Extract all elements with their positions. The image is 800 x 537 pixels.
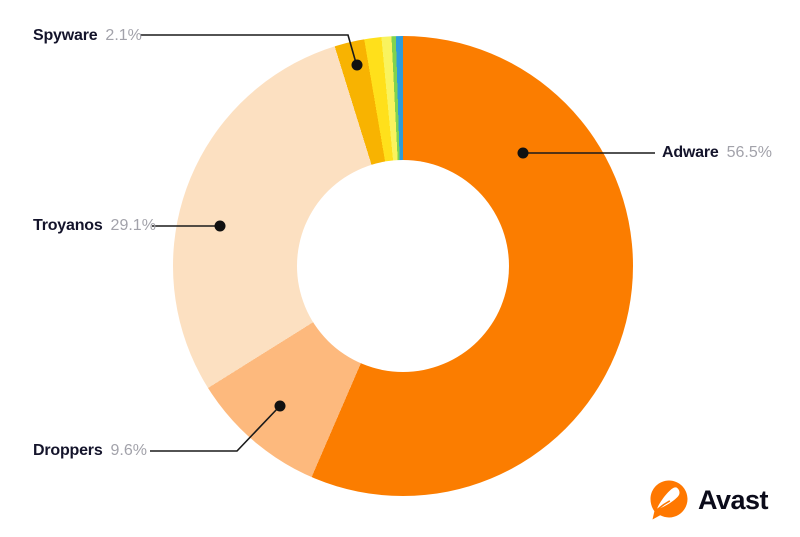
label-spyware-value: 2.1% (105, 27, 142, 44)
avast-logo-icon (650, 480, 688, 520)
donut-chart (173, 36, 633, 496)
label-troyanos-name: Troyanos (33, 217, 103, 234)
label-adware-value: 56.5% (726, 144, 772, 161)
label-droppers-value: 9.6% (110, 442, 147, 459)
label-troyanos-value: 29.1% (110, 217, 156, 234)
donut-hole (297, 160, 509, 372)
avast-logo-text: Avast (698, 484, 769, 515)
label-troyanos: Troyanos 29.1% (33, 217, 156, 235)
label-adware: Adware 56.5% (662, 144, 772, 162)
label-droppers-name: Droppers (33, 442, 103, 459)
label-spyware: Spyware 2.1% (33, 27, 142, 45)
label-spyware-name: Spyware (33, 27, 98, 44)
label-droppers: Droppers 9.6% (33, 442, 147, 460)
avast-logo: Avast (648, 478, 769, 522)
label-adware-name: Adware (662, 144, 719, 161)
